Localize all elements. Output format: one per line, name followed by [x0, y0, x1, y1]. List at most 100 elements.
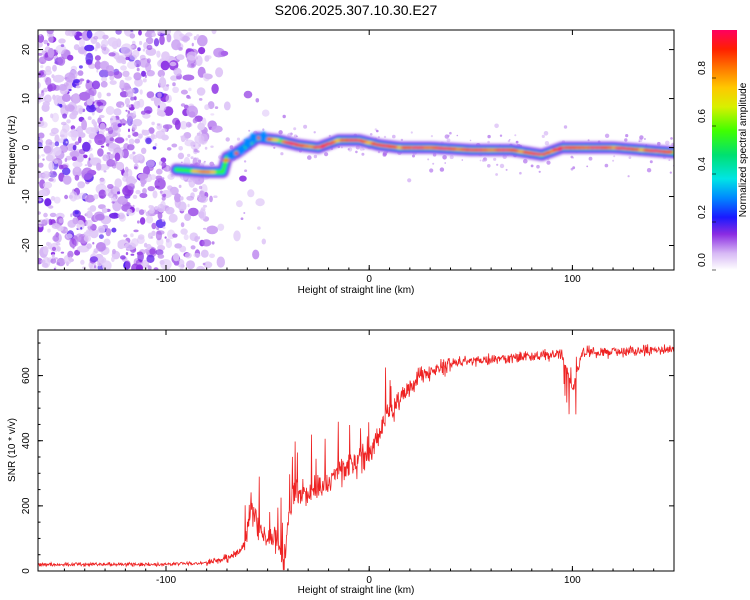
heatmap-noise-blob	[156, 168, 163, 175]
heatmap-noise-blob	[70, 30, 76, 34]
heatmap-noise-blob	[190, 245, 196, 250]
heatmap-noise-blob	[180, 135, 186, 143]
heatmap-noise-blob	[141, 70, 146, 77]
heatmap-halo-dot	[430, 135, 433, 138]
heatmap-noise-blob	[58, 38, 66, 44]
heatmap-noise-blob	[97, 91, 102, 99]
heatmap-noise-blob	[38, 162, 44, 168]
heatmap-noise-blob	[170, 174, 174, 178]
heatmap-noise-blob	[154, 142, 158, 147]
heatmap-noise-blob	[133, 229, 139, 233]
heatmap-noise-blob	[128, 138, 135, 145]
heatmap-noise-blob	[135, 153, 144, 161]
heatmap-noise-blob	[56, 257, 66, 267]
heatmap-noise-blob	[198, 133, 209, 145]
heatmap-noise-blob	[161, 51, 170, 61]
heatmap-noise-blob	[165, 94, 172, 103]
heatmap-noise-blob	[240, 217, 244, 220]
heatmap-noise-blob	[64, 158, 68, 162]
heatmap-noise-blob	[159, 32, 166, 36]
heatmap-halo-dot	[377, 136, 380, 139]
heatmap-noise-blob	[173, 30, 183, 42]
heatmap-noise-blob	[85, 219, 93, 227]
heatmap-halo-dot	[638, 140, 641, 143]
heatmap-noise-blob	[61, 93, 71, 103]
heatmap-noise-blob	[41, 171, 51, 178]
heatmap-noise-blob	[117, 123, 122, 128]
heatmap-noise-blob	[145, 211, 151, 217]
heatmap-halo-dot	[444, 162, 447, 164]
heatmap-noise-blob	[71, 156, 78, 161]
snr-ytick-label: 600	[21, 367, 32, 384]
heatmap-halo-dot	[546, 160, 551, 165]
heatmap-noise-blob	[52, 64, 57, 72]
heatmap-noise-blob	[50, 258, 57, 264]
heatmap-noise-blob	[197, 35, 208, 47]
heatmap-noise-blob	[189, 111, 196, 118]
colorbar-tick-label: 0.2	[697, 205, 708, 219]
heatmap-halo-dot	[523, 158, 528, 164]
heatmap-noise-blob	[180, 222, 185, 228]
heatmap-noise-blob	[160, 259, 172, 270]
figure-title: S206.2025.307.10.30.E27	[275, 2, 438, 18]
heatmap-ridge-layer	[169, 131, 674, 179]
heatmap-noise-blob	[43, 212, 48, 218]
heatmap-noise-blob	[60, 44, 65, 48]
heatmap-noise-blob	[180, 196, 184, 201]
heatmap-noise-blob	[203, 227, 207, 230]
heatmap-noise-blob	[67, 219, 76, 228]
heatmap-noise-blob	[196, 34, 200, 38]
heatmap-ridge-peak	[486, 148, 494, 152]
heatmap-noise-blob	[144, 31, 151, 38]
heatmap-noise-blob	[63, 254, 73, 265]
heatmap-halo-dot	[482, 159, 485, 162]
heatmap-ridge-peak	[557, 146, 565, 150]
heatmap-xtick-label: 0	[366, 274, 372, 285]
heatmap-noise-blob	[109, 74, 115, 81]
heatmap-noise-blob	[173, 67, 182, 76]
heatmap-halo-dot	[197, 150, 200, 153]
heatmap-halo-dot	[487, 164, 491, 168]
heatmap-noise-blob	[126, 208, 133, 214]
heatmap-noise-blob	[51, 253, 55, 258]
heatmap-noise-blob	[83, 52, 87, 56]
heatmap-noise-blob	[166, 147, 172, 151]
heatmap-halo-dot	[586, 165, 589, 168]
heatmap-noise-blob	[172, 86, 180, 94]
heatmap-noise-blob	[147, 265, 152, 270]
heatmap-noise-blob	[89, 264, 98, 270]
heatmap-halo-dot	[627, 175, 630, 178]
heatmap-noise-blob	[211, 125, 223, 133]
heatmap-halo-dot	[442, 155, 447, 160]
heatmap-noise-blob	[252, 249, 260, 260]
heatmap-noise-blob	[192, 118, 198, 124]
heatmap-noise-blob	[148, 127, 155, 134]
heatmap-noise-blob	[125, 260, 131, 270]
heatmap-noise-blob	[43, 39, 48, 45]
snr-series-line	[38, 344, 674, 571]
heatmap-noise-blob	[65, 155, 72, 161]
heatmap-noise-blob	[51, 246, 57, 251]
heatmap-noise-blob	[202, 262, 206, 266]
heatmap-noise-blob	[195, 55, 203, 67]
heatmap-noise-blob	[146, 91, 155, 99]
heatmap-ridge-knot	[227, 149, 235, 160]
heatmap-noise-blob	[243, 212, 246, 214]
heatmap-halo-dot	[412, 154, 415, 158]
heatmap-noise-blob	[75, 233, 84, 242]
heatmap-halo-dot	[515, 140, 519, 144]
heatmap-noise-blob	[70, 213, 73, 218]
heatmap-noise-blob	[47, 35, 54, 44]
heatmap-noise-blob	[48, 171, 58, 178]
heatmap-noise-blob	[124, 175, 128, 179]
heatmap-noise-blob	[127, 134, 131, 139]
heatmap-halo-dot	[496, 163, 499, 166]
heatmap-noise-blob	[160, 157, 167, 163]
heatmap-noise-blob	[63, 82, 69, 87]
heatmap-ridge-peak	[271, 138, 280, 142]
heatmap-noise-blob	[183, 234, 189, 241]
heatmap-halo-dot	[646, 168, 652, 173]
heatmap-halo-dot	[668, 159, 671, 162]
heatmap-noise-blob	[185, 137, 189, 141]
